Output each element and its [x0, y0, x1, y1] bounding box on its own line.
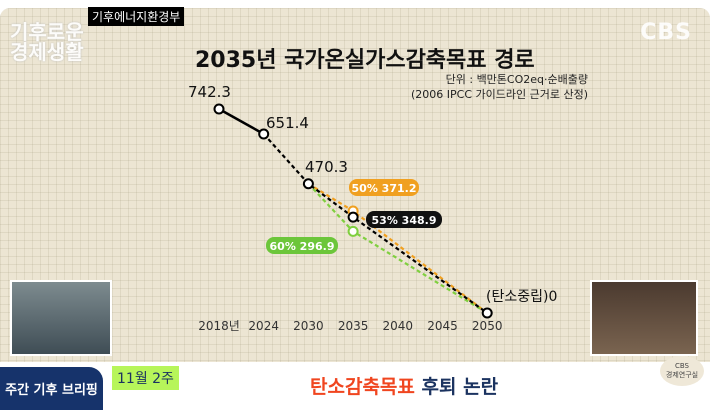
label-pill [349, 179, 419, 196]
headline-blue: 후퇴 논란 [421, 376, 499, 398]
x-tick-label: 2030 [293, 319, 324, 333]
channel-logo: CBS [640, 20, 692, 45]
data-label: 470.3 [305, 158, 348, 176]
data-point [302, 178, 314, 190]
logo-line2: 경제생활 [10, 40, 84, 64]
program-logo: 기후로운 경제생활 [10, 22, 84, 62]
guest-video [590, 280, 698, 356]
label-pill [366, 211, 442, 228]
unit-note: 단위 : 백만톤CO2eq·순배출량 (2006 IPCC 가이드라인 근거로 산… [411, 72, 588, 102]
data-label: 53% 348.9 [372, 214, 437, 227]
label-pill [266, 237, 338, 254]
unit-line1: 단위 : 백만톤CO2eq·순배출량 [445, 73, 588, 86]
week-badge: 11월 2주 [112, 366, 179, 390]
research-seal: CBS 경제연구실 [660, 356, 704, 386]
seal-top: CBS [674, 362, 689, 370]
data-label: (탄소중립)0 [486, 289, 557, 305]
data-label: 60% 296.9 [270, 240, 335, 253]
data-point [213, 103, 225, 115]
seal-text: 경제연구실 [665, 371, 699, 379]
logo-line1: 기후로운 [10, 20, 84, 44]
x-tick-label: 2050 [472, 319, 503, 333]
x-tick-label: 2045 [427, 319, 458, 333]
unit-line2: (2006 IPCC 가이드라인 근거로 산정) [410, 88, 588, 101]
data-label: 651.4 [266, 114, 309, 132]
series-line-actual [218, 107, 265, 136]
ministry-badge: 기후에너지환경부 [88, 7, 185, 26]
data-label: 742.3 [188, 83, 231, 101]
headline: 탄소감축목표 후퇴 논란 [310, 372, 498, 399]
chart-title: 2035년 국가온실가스감축목표 경로 [195, 48, 535, 73]
host-video [10, 280, 112, 356]
data-point [347, 211, 359, 223]
headline-red: 탄소감축목표 [310, 376, 415, 398]
x-tick-label: 2035 [338, 319, 369, 333]
series-line-path [262, 133, 488, 314]
data-point [347, 225, 359, 237]
x-tick-label: 2040 [383, 319, 414, 333]
x-tick-label: 2024 [248, 319, 279, 333]
data-label: 50% 371.2 [352, 182, 417, 195]
data-point [258, 128, 270, 140]
x-tick-label: 2018년 [198, 319, 240, 333]
data-point [481, 307, 493, 319]
segment-label: 주간 기후 브리핑 [0, 367, 103, 410]
